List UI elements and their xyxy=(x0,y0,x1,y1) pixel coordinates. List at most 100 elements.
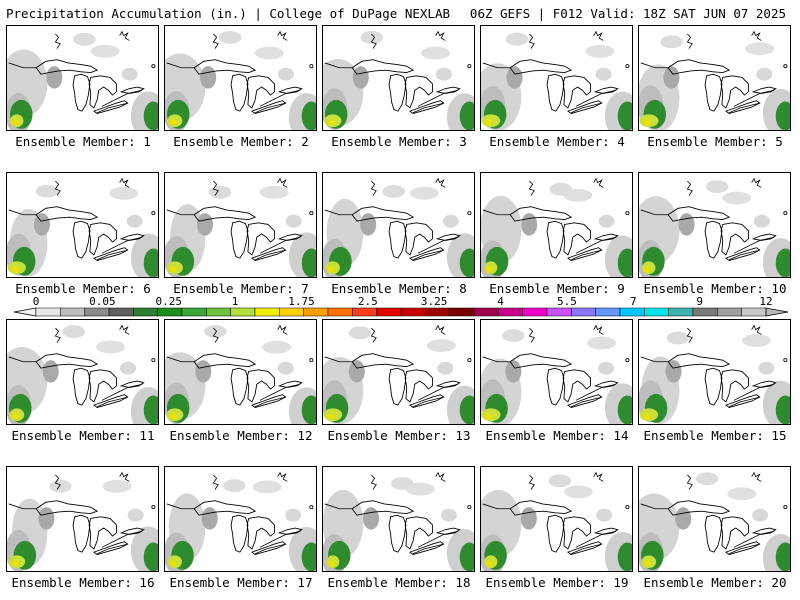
colorbar-segment xyxy=(644,307,669,317)
precipitation-shading xyxy=(481,32,632,130)
ensemble-member-label: Ensemble Member: 5 xyxy=(647,134,783,149)
ensemble-member-map xyxy=(480,172,633,278)
ensemble-member-label: Ensemble Member: 18 xyxy=(327,575,471,590)
precipitation-shading xyxy=(7,479,158,571)
precipitation-shading xyxy=(323,326,474,424)
colorbar-tick-label: 0.25 xyxy=(155,296,182,308)
ensemble-member-map xyxy=(638,319,791,425)
ensemble-member-map xyxy=(164,466,317,572)
great-lakes-outline xyxy=(193,353,303,409)
colorbar-segment xyxy=(181,307,207,317)
precipitation-shading xyxy=(323,185,474,277)
great-lakes-outline xyxy=(193,206,303,262)
colorbar-tick-label: 1 xyxy=(232,296,239,308)
ensemble-member-label: Ensemble Member: 11 xyxy=(11,428,155,443)
precipitation-shading xyxy=(639,331,790,424)
great-lakes-outline xyxy=(509,353,619,409)
ensemble-member-label: Ensemble Member: 2 xyxy=(173,134,309,149)
ensemble-member-map xyxy=(322,25,475,131)
colorbar-segment xyxy=(376,307,402,317)
colorbar-segment xyxy=(498,307,523,317)
colorbar-segment xyxy=(327,307,353,317)
great-lakes-outline xyxy=(351,206,461,262)
colorbar-tick-label: 5.5 xyxy=(557,296,577,308)
ensemble-member-map xyxy=(638,466,791,572)
precipitation-shading xyxy=(165,185,316,277)
ensemble-member-label: Ensemble Member: 3 xyxy=(331,134,467,149)
precipitation-shading xyxy=(639,35,790,130)
ensemble-member-label: Ensemble Member: 9 xyxy=(489,281,625,296)
great-lakes-outline xyxy=(35,59,145,115)
ensemble-member-label: Ensemble Member: 14 xyxy=(485,428,629,443)
precipitation-shading xyxy=(7,184,158,277)
colorbar-tick-label: 7 xyxy=(630,296,637,308)
ensemble-member-map xyxy=(322,172,475,278)
model-run-valid-time: 06Z GEFS | F012 Valid: 18Z SAT JUN 07 20… xyxy=(469,6,786,21)
colorbar-segment xyxy=(717,307,742,317)
ensemble-member-label: Ensemble Member: 12 xyxy=(169,428,313,443)
great-lakes-outline xyxy=(35,353,145,409)
colorbar-segment xyxy=(473,307,499,317)
colorbar-segment xyxy=(595,307,621,317)
ensemble-member-map xyxy=(638,172,791,278)
ensemble-member-label: Ensemble Member: 6 xyxy=(15,281,151,296)
ensemble-member-label: Ensemble Member: 16 xyxy=(11,575,155,590)
ensemble-member-label: Ensemble Member: 8 xyxy=(331,281,467,296)
great-lakes-outline xyxy=(667,353,777,409)
precipitation-shading xyxy=(323,31,474,130)
colorbar-segment xyxy=(522,307,548,317)
precipitation-shading xyxy=(7,32,158,130)
colorbar-segment xyxy=(303,307,329,317)
colorbar-tick-label: 3.25 xyxy=(421,296,448,308)
great-lakes-outline xyxy=(667,500,777,556)
ensemble-member-map xyxy=(164,172,317,278)
ensemble-member-label: Ensemble Member: 19 xyxy=(485,575,629,590)
colorbar-segment xyxy=(254,307,280,317)
ensemble-member-map xyxy=(6,466,159,572)
ensemble-member-label: Ensemble Member: 13 xyxy=(327,428,471,443)
ensemble-member-label: Ensemble Member: 15 xyxy=(643,428,787,443)
ensemble-member-map xyxy=(164,319,317,425)
colorbar-tick-label: 0 xyxy=(33,296,40,308)
ensemble-member-map xyxy=(322,466,475,572)
great-lakes-outline xyxy=(35,500,145,556)
precipitation-shading xyxy=(481,474,632,571)
colorbar-segment xyxy=(60,307,85,317)
colorbar-segment xyxy=(157,307,183,317)
ensemble-member-label: Ensemble Member: 1 xyxy=(15,134,151,149)
great-lakes-outline xyxy=(351,59,461,115)
colorbar-segment xyxy=(230,307,256,317)
ensemble-member-label: Ensemble Member: 7 xyxy=(173,281,309,296)
colorbar-right-arrow xyxy=(765,307,789,317)
colorbar-segment xyxy=(741,307,767,317)
precipitation-shading xyxy=(165,31,316,130)
colorbar-segment xyxy=(619,307,645,317)
ensemble-member-map xyxy=(480,319,633,425)
colorbar-segment xyxy=(133,307,158,317)
colorbar-tick-label: 2.5 xyxy=(358,296,378,308)
ensemble-member-label: Ensemble Member: 4 xyxy=(489,134,625,149)
colorbar-tick-label: 4 xyxy=(497,296,504,308)
colorbar-segment xyxy=(352,307,377,317)
colorbar-segment xyxy=(206,307,231,317)
great-lakes-outline xyxy=(193,59,303,115)
great-lakes-outline xyxy=(193,500,303,556)
precipitation-color-scale: 0 0.05 0.25 1 1.75 2.5 3.25 4 5.5 7 9 12 xyxy=(13,296,789,317)
colorbar-segment xyxy=(108,307,134,317)
map-title: Precipitation Accumulation (in.) | Colle… xyxy=(6,6,451,21)
great-lakes-outline xyxy=(35,206,145,262)
ensemble-member-map xyxy=(322,319,475,425)
colorbar-left-arrow xyxy=(13,307,37,317)
great-lakes-outline xyxy=(351,500,461,556)
colorbar-tick-label: 12 xyxy=(759,296,772,308)
ensemble-member-label: Ensemble Member: 17 xyxy=(169,575,313,590)
ensemble-member-label: Ensemble Member: 10 xyxy=(643,281,787,296)
precipitation-shading xyxy=(165,324,316,424)
ensemble-member-map xyxy=(480,466,633,572)
great-lakes-outline xyxy=(509,206,619,262)
great-lakes-outline xyxy=(351,353,461,409)
ensemble-member-map xyxy=(6,172,159,278)
ensemble-member-label: Ensemble Member: 20 xyxy=(643,575,787,590)
colorbar-segment xyxy=(449,307,475,317)
precipitation-shading xyxy=(481,329,632,424)
